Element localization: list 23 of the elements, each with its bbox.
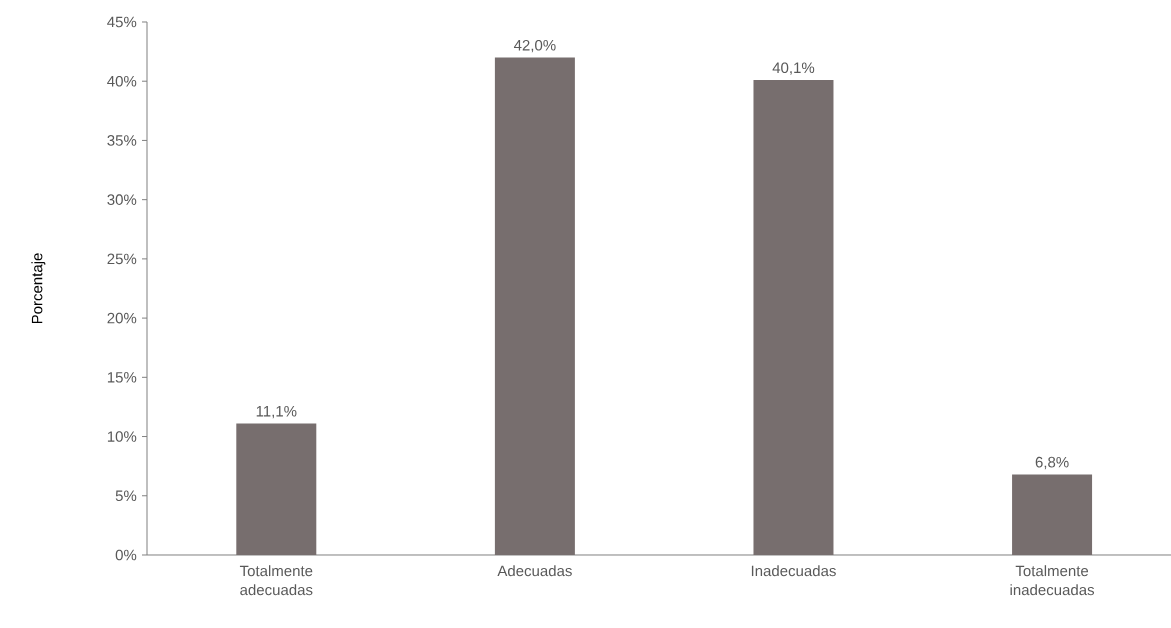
x-tick-label: Totalmente adecuadas <box>239 565 313 596</box>
y-tick-label: 20% <box>107 312 137 324</box>
y-tick-label: 40% <box>107 75 137 87</box>
y-tick-label: 0% <box>115 549 137 561</box>
bar <box>1012 474 1093 555</box>
y-tick-label: 35% <box>107 135 137 146</box>
y-tick-label: 30% <box>107 194 137 205</box>
data-label: 11,1% <box>256 406 297 419</box>
y-tick-label: 25% <box>107 253 137 265</box>
bar <box>753 80 834 555</box>
bar <box>494 57 575 555</box>
x-tick-label: Inadecuadas <box>751 565 836 577</box>
y-tick-label: 45% <box>107 16 137 28</box>
bar <box>236 423 317 555</box>
data-label: 6,8% <box>1035 456 1069 470</box>
y-tick-label: 10% <box>107 431 137 442</box>
data-label: 40,1% <box>772 62 815 75</box>
y-tick-label: 15% <box>107 372 137 383</box>
data-label: 42,0% <box>513 39 556 53</box>
x-tick-label: Adecuadas <box>497 565 572 577</box>
x-tick-label: Totalmente inadecuadas <box>1010 565 1095 596</box>
y-tick-label: 5% <box>115 490 137 502</box>
y-axis-title: Porcentaje <box>31 253 46 324</box>
